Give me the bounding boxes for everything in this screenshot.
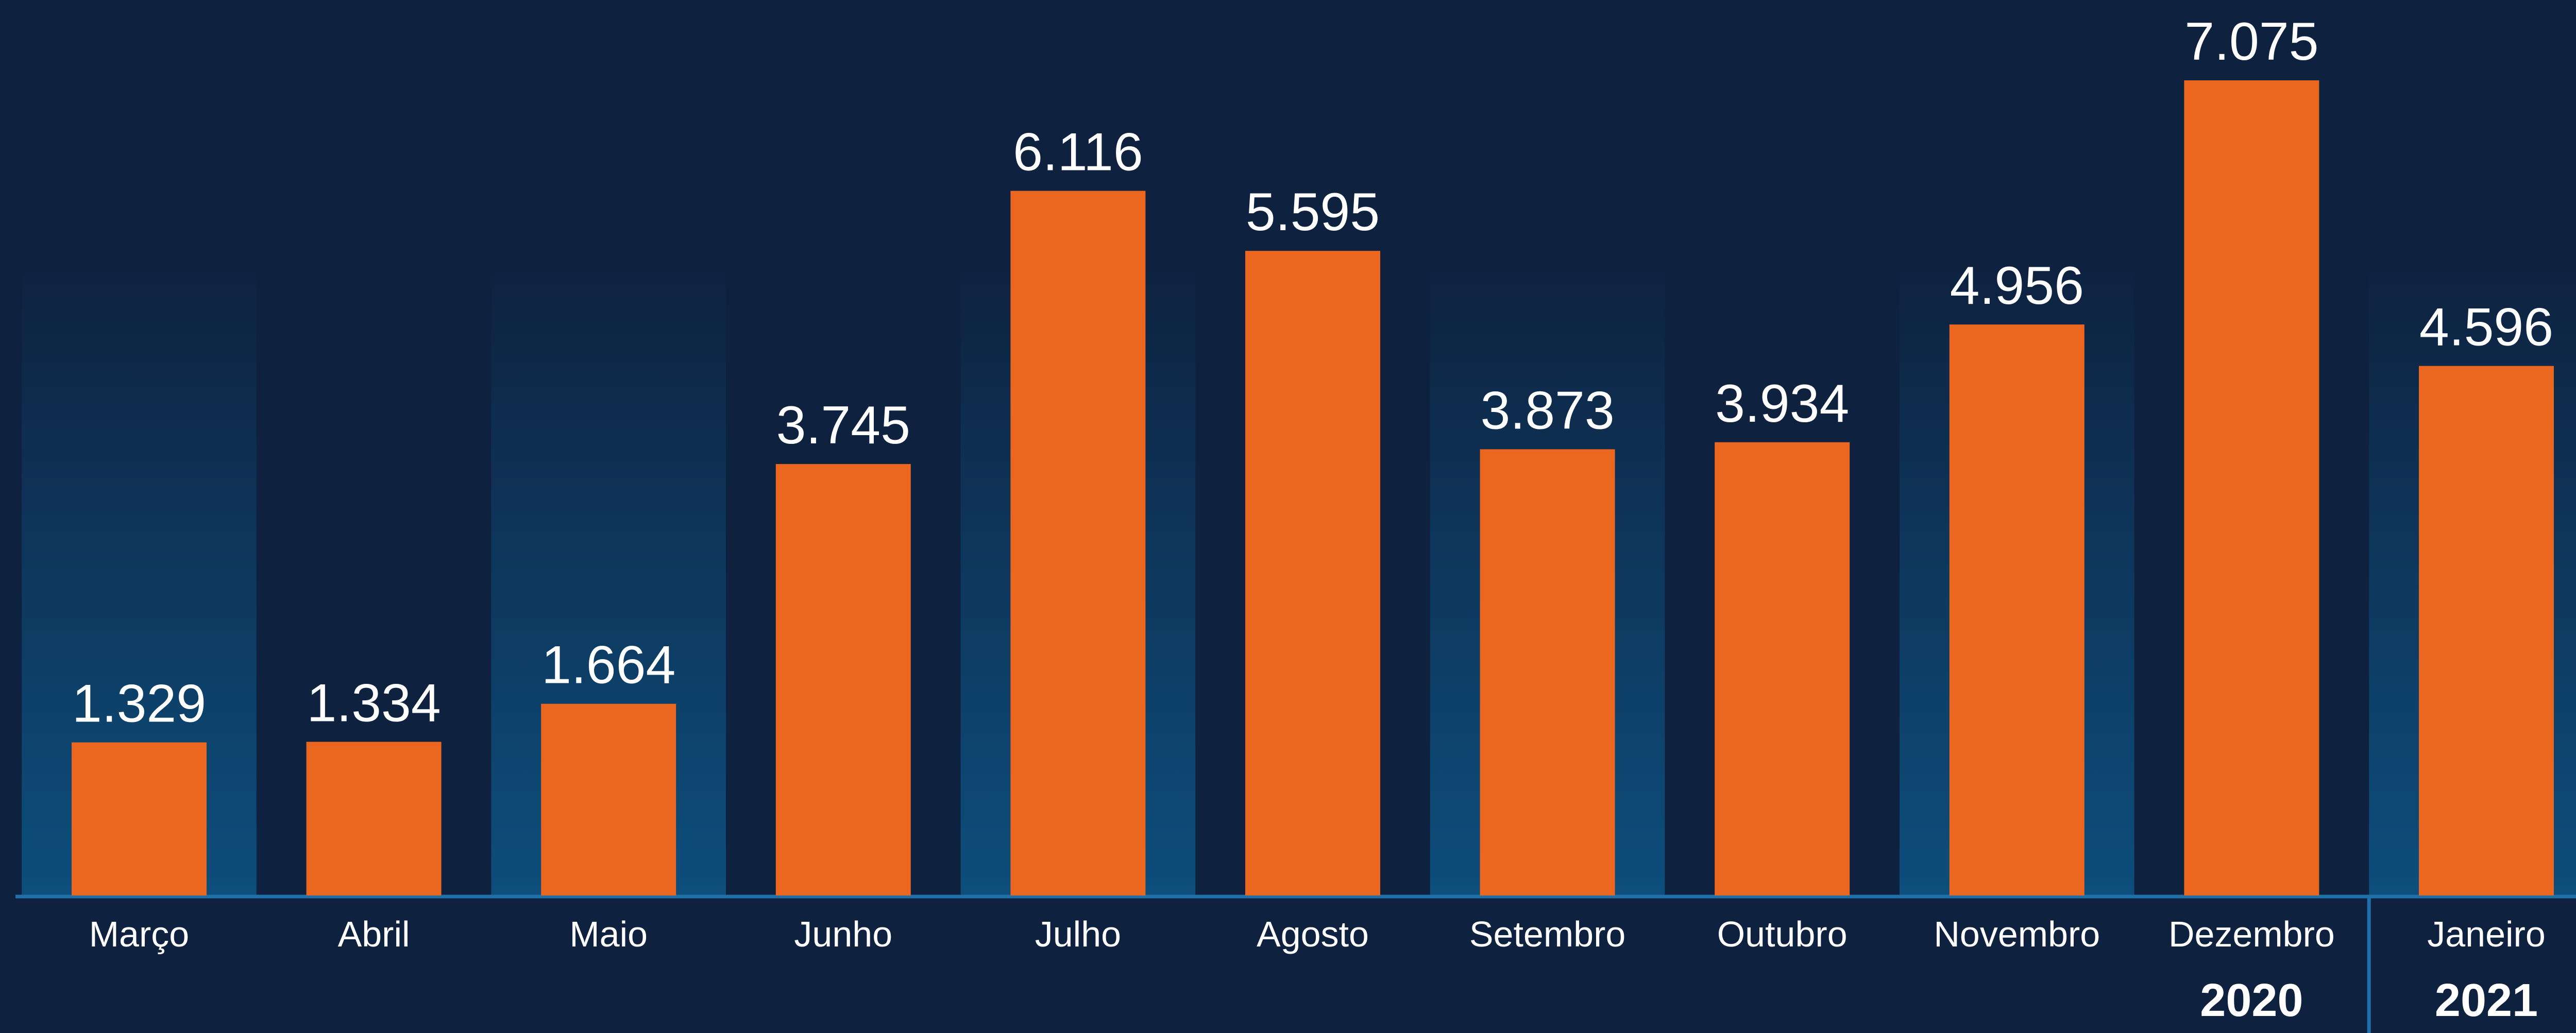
group-label: 2021	[2435, 975, 2538, 1026]
bar	[2419, 366, 2554, 896]
x-tick-label: Maio	[569, 914, 648, 954]
bar	[1480, 449, 1615, 896]
bar	[1715, 442, 1850, 896]
x-tick-label: Novembro	[1934, 914, 2100, 954]
value-label: 4.956	[1950, 256, 2084, 316]
bar	[1245, 251, 1380, 896]
x-tick-label: Abril	[338, 914, 410, 954]
x-tick-label: Agosto	[1257, 914, 1369, 954]
bar	[306, 742, 442, 896]
x-tick-label: Janeiro	[2427, 914, 2546, 954]
x-tick-label: Junho	[794, 914, 892, 954]
x-tick-label: Setembro	[1469, 914, 1625, 954]
bar	[2184, 80, 2319, 896]
bar	[1949, 324, 2084, 896]
group-label: 2020	[2200, 975, 2303, 1026]
x-tick-label: Julho	[1035, 914, 1121, 954]
x-tick-label: Dezembro	[2168, 914, 2335, 954]
bar	[1010, 191, 1146, 896]
value-label: 1.334	[307, 674, 440, 733]
bar	[775, 464, 911, 896]
value-label: 1.664	[541, 635, 675, 695]
value-label: 1.329	[72, 674, 206, 734]
value-label: 3.745	[776, 395, 910, 455]
value-label: 4.596	[2419, 298, 2553, 357]
value-label: 3.873	[1480, 381, 1614, 440]
x-tick-label: Março	[89, 914, 189, 954]
value-label: 6.116	[1013, 123, 1143, 182]
value-label: 5.595	[1246, 182, 1380, 242]
bar	[541, 703, 676, 896]
value-label: 3.934	[1715, 374, 1849, 434]
x-tick-label: Outubro	[1717, 914, 1848, 954]
value-label: 7.075	[2184, 12, 2318, 72]
bar	[72, 742, 207, 896]
